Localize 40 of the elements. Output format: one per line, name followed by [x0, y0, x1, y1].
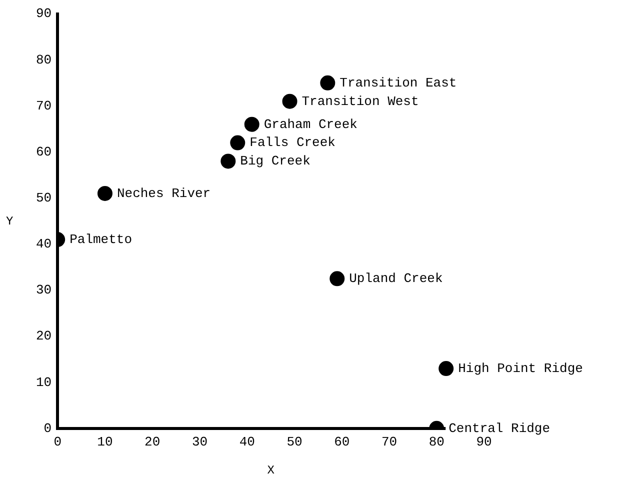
annotation: Transition West [302, 94, 419, 109]
point [220, 154, 236, 169]
point [97, 186, 112, 201]
annotation: Upland Creek [349, 271, 443, 286]
point [230, 135, 246, 150]
annotation: Neches River [116, 186, 211, 201]
y-tick-label: 30 [36, 282, 52, 298]
y-tick-label: 70 [36, 98, 52, 114]
y-tick-label: 90 [36, 6, 52, 22]
x-tick-label: 10 [97, 434, 113, 450]
x-tick-label: 80 [428, 434, 444, 450]
x-tick-label: 50 [286, 434, 302, 450]
annotation: Falls Creek [250, 135, 336, 150]
x-tick-label: 70 [381, 434, 398, 450]
point [438, 361, 454, 376]
annotation: Graham Creek [264, 116, 358, 132]
x-tick-label: 0 [54, 434, 62, 450]
annotation: Palmetto [70, 232, 132, 247]
x-tick-label: 20 [144, 434, 160, 450]
y-tick-label: 80 [36, 52, 52, 68]
annotation: Big Creek [240, 154, 311, 169]
y-tick-label: 50 [36, 190, 52, 206]
y-tick-label: 40 [36, 236, 52, 252]
point [320, 75, 336, 90]
annotation: High Point Ridge [458, 360, 583, 376]
annotation: Transition East [340, 75, 457, 90]
x-axis-title: X [267, 464, 274, 478]
y-axis-title: Y [6, 214, 14, 228]
point [244, 116, 260, 132]
y-tick-label: 60 [36, 144, 52, 160]
y-tick-label: 20 [36, 328, 52, 344]
y-tick-label: 0 [44, 420, 52, 436]
point [282, 94, 298, 109]
point [330, 271, 345, 286]
x-tick-label: 90 [476, 434, 492, 450]
y-tick-label: 10 [36, 374, 52, 390]
annotation: Central Ridge [448, 420, 550, 436]
x-tick-label: 40 [239, 434, 255, 450]
x-tick-label: 30 [192, 434, 208, 450]
x-tick-label: 60 [334, 434, 350, 450]
